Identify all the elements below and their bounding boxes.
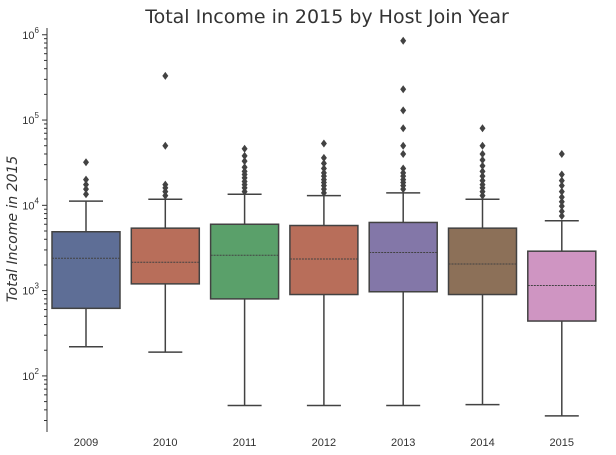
outlier-point xyxy=(558,149,565,158)
outlier-point xyxy=(479,149,486,158)
x-tick-label: 2010 xyxy=(153,437,177,449)
outlier-point xyxy=(479,172,486,181)
outlier-point xyxy=(83,180,89,189)
x-tick-label: 2011 xyxy=(233,437,257,449)
box-2009 xyxy=(51,158,121,348)
outlier-point xyxy=(479,124,486,133)
box-iqr xyxy=(368,221,438,293)
outlier-point xyxy=(400,164,407,173)
outlier-point xyxy=(558,170,565,179)
boxes-group xyxy=(51,36,597,417)
outlier-point xyxy=(479,191,486,200)
y-tick-label: 105 xyxy=(22,111,39,127)
outlier-point xyxy=(162,180,169,189)
outlier-point xyxy=(320,159,327,168)
outlier-point xyxy=(241,151,248,160)
x-tick-label: 2013 xyxy=(391,437,415,449)
outlier-point xyxy=(400,85,407,94)
x-tick-label: 2012 xyxy=(312,437,336,449)
x-tick-label: 2009 xyxy=(74,437,98,449)
x-tick-label: 2014 xyxy=(470,437,494,449)
outlier-point xyxy=(479,167,486,176)
box-2012 xyxy=(289,139,359,407)
outlier-point xyxy=(241,144,248,153)
outlier-point xyxy=(558,207,565,216)
chart-title: Total Income in 2015 by Host Join Year xyxy=(144,6,509,28)
box-iqr xyxy=(51,231,121,310)
y-tick-label: 102 xyxy=(22,367,39,383)
box-2013 xyxy=(368,36,438,407)
box-iqr xyxy=(289,224,359,296)
outlier-point xyxy=(162,141,169,150)
outlier-point xyxy=(83,158,89,167)
outlier-point xyxy=(479,180,486,189)
outlier-point xyxy=(83,185,89,194)
y-tick-label: 106 xyxy=(22,26,39,42)
outlier-point xyxy=(558,197,565,206)
outlier-point xyxy=(400,168,407,177)
box-iqr xyxy=(209,223,280,300)
outlier-point xyxy=(558,176,565,185)
box-2011 xyxy=(209,144,280,407)
outlier-point xyxy=(162,71,169,80)
y-axis-ticks: 102 103 104 105 106 xyxy=(22,26,47,422)
y-axis-label: Total Income in 2015 xyxy=(5,156,21,303)
outlier-point xyxy=(479,161,486,170)
outlier-point xyxy=(479,141,486,150)
outlier-point xyxy=(320,153,327,162)
outlier-point xyxy=(558,202,565,211)
box-2010 xyxy=(130,71,201,353)
outlier-point xyxy=(83,175,89,184)
x-axis-ticks: 2009 2010 2011 2012 2013 2014 2015 xyxy=(74,437,574,449)
box-iqr xyxy=(447,227,518,296)
outlier-point xyxy=(558,187,565,196)
outlier-point xyxy=(320,164,327,173)
y-tick-label: 104 xyxy=(22,196,39,212)
outlier-point xyxy=(400,149,407,158)
outlier-point xyxy=(400,106,407,115)
box-iqr xyxy=(527,250,597,322)
box-2014 xyxy=(447,124,518,406)
outlier-point xyxy=(400,124,407,133)
y-tick-label: 103 xyxy=(22,282,39,298)
outlier-point xyxy=(162,191,169,200)
outlier-point xyxy=(479,156,486,165)
outlier-point xyxy=(558,193,565,202)
outlier-point xyxy=(558,181,565,190)
outlier-point xyxy=(241,157,248,166)
x-tick-label: 2015 xyxy=(550,437,574,449)
outlier-point xyxy=(400,36,407,45)
outlier-point xyxy=(400,141,407,150)
outlier-point xyxy=(241,167,248,176)
outlier-point xyxy=(320,168,327,177)
outlier-point xyxy=(83,190,89,199)
outlier-point xyxy=(558,211,565,220)
outlier-point xyxy=(241,163,248,172)
box-iqr xyxy=(130,227,201,285)
box-2015 xyxy=(527,149,597,417)
outlier-point xyxy=(320,139,327,148)
outlier-point xyxy=(479,176,486,185)
